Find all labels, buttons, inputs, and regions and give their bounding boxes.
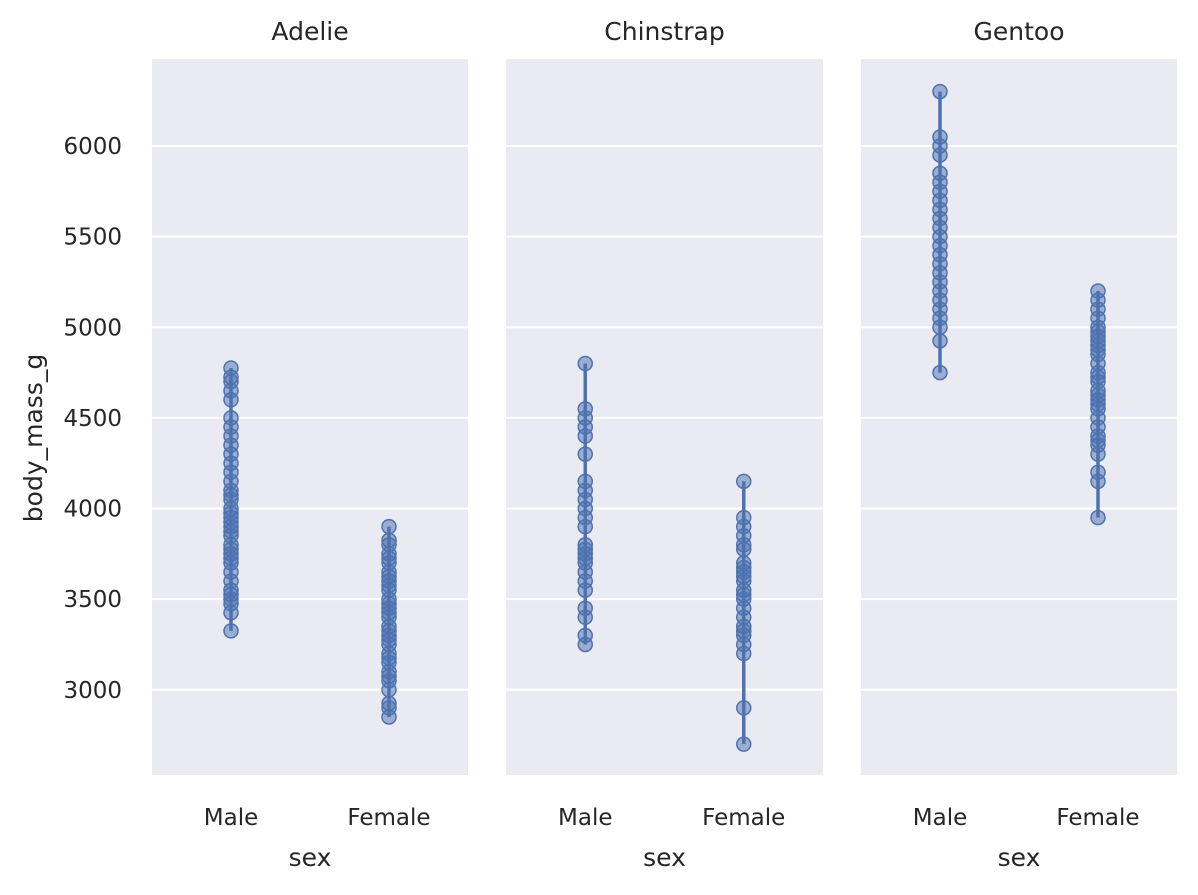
data-point (736, 509, 752, 526)
facet-title: Gentoo (974, 17, 1065, 46)
y-tick-label: 3000 (63, 678, 122, 704)
x-tick-label: Female (347, 805, 430, 831)
data-point (932, 165, 948, 181)
x-axis-label: sex (289, 843, 332, 872)
facet-adelie: Adelie Male Female sex (152, 17, 468, 872)
x-tick-label: Female (1056, 805, 1139, 831)
x-axis-label: sex (643, 843, 686, 872)
y-tick-label: 5000 (63, 315, 122, 341)
data-point (577, 537, 593, 553)
data-point (577, 401, 593, 417)
x-tick-label: Male (913, 805, 967, 831)
data-point (736, 736, 752, 752)
x-axis-label: sex (998, 843, 1041, 872)
facet-title: Chinstrap (604, 17, 724, 46)
facet-title: Adelie (271, 17, 348, 46)
data-point (381, 695, 397, 712)
y-tick-label: 3500 (63, 587, 122, 613)
y-tick-label: 4000 (63, 497, 122, 523)
data-point (223, 410, 239, 426)
data-point (577, 473, 593, 490)
data-point (1090, 283, 1106, 299)
series-male (932, 83, 948, 381)
x-tick-label: Male (558, 805, 612, 831)
data-point (381, 532, 397, 549)
series-female (736, 473, 752, 752)
data-point (736, 700, 752, 716)
data-point (381, 518, 397, 535)
series-female (381, 518, 397, 725)
data-point (932, 333, 948, 349)
series-male (223, 360, 239, 639)
data-point (932, 129, 948, 145)
facet-chinstrap: Chinstrap Male Female sex (506, 17, 823, 872)
data-point (577, 627, 593, 644)
series-male (577, 355, 593, 653)
data-point (577, 446, 593, 462)
data-point (932, 83, 948, 100)
y-tick-label: 4500 (63, 406, 122, 432)
y-tick-label: 6000 (63, 134, 122, 160)
data-point (736, 555, 752, 571)
data-point (932, 364, 948, 381)
data-point (1090, 509, 1106, 526)
facet-gentoo: Gentoo Male Female sex (861, 17, 1177, 872)
y-tick-label: 5500 (63, 225, 122, 251)
data-point (1090, 464, 1106, 481)
data-point (736, 473, 752, 490)
y-axis-label: body_mass_g (19, 354, 48, 522)
data-point (577, 355, 593, 372)
x-tick-label: Female (702, 805, 785, 831)
x-tick-label: Male (204, 805, 258, 831)
data-point (223, 360, 239, 376)
series-female (1090, 283, 1106, 526)
data-point (577, 600, 593, 616)
data-point (223, 623, 239, 639)
